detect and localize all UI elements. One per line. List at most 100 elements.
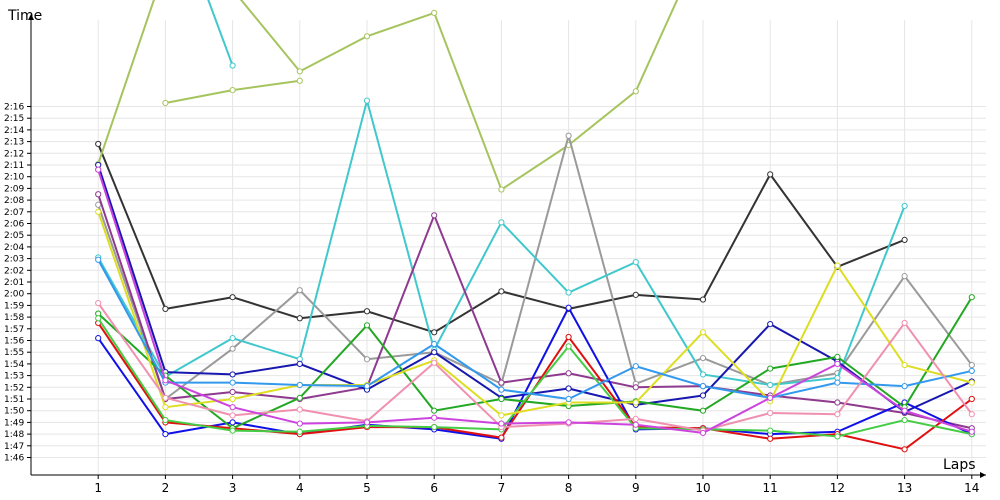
- data-point: [95, 299, 102, 307]
- y-tick-label: 2:03: [4, 255, 24, 265]
- y-tick-label: 1:53: [4, 372, 24, 382]
- data-point: [901, 202, 908, 210]
- data-point: [565, 333, 572, 341]
- y-tick-label: 2:13: [4, 138, 24, 148]
- y-tick-label: 2:09: [4, 184, 24, 194]
- data-point: [632, 415, 639, 422]
- data-point: [699, 354, 707, 362]
- data-point: [363, 308, 371, 315]
- series-line: [207, 0, 234, 66]
- y-tick-label: 2:10: [4, 173, 24, 183]
- data-point: [498, 288, 505, 295]
- x-tick-label: 13: [897, 481, 912, 495]
- data-point: [968, 361, 975, 369]
- x-tick-label: 6: [430, 481, 438, 495]
- data-point: [699, 383, 707, 390]
- series-line: [97, 134, 973, 400]
- series-6: [207, 0, 236, 69]
- data-point: [834, 262, 841, 269]
- data-point: [565, 370, 572, 377]
- data-point: [498, 395, 505, 403]
- series-line: [97, 211, 973, 417]
- data-point: [431, 329, 438, 336]
- y-axis-arrow: [28, 14, 34, 20]
- x-tick-label: 11: [763, 481, 778, 495]
- series-15: [95, 256, 975, 403]
- data-point: [699, 429, 707, 437]
- grid: [31, 20, 986, 475]
- data-point: [162, 305, 169, 313]
- data-point: [767, 409, 774, 417]
- data-point: [229, 419, 236, 426]
- data-point: [834, 353, 841, 360]
- data-point: [901, 236, 908, 243]
- data-point: [901, 319, 908, 327]
- axes: Time Laps: [7, 8, 986, 478]
- data-point: [431, 340, 438, 348]
- series-group: [95, 0, 975, 453]
- data-point: [901, 273, 908, 280]
- data-point: [95, 140, 102, 148]
- data-point: [95, 256, 102, 263]
- data-point: [498, 219, 505, 226]
- data-point: [834, 360, 841, 367]
- data-point: [767, 171, 774, 178]
- data-point: [632, 399, 639, 406]
- data-point: [363, 383, 371, 390]
- data-point: [565, 395, 572, 403]
- data-point: [162, 99, 169, 107]
- y-tick-label: 2:08: [4, 196, 24, 206]
- data-point: [296, 287, 303, 294]
- series-line: [97, 193, 973, 430]
- data-point: [431, 407, 438, 414]
- y-tick-label: 2:01: [4, 278, 24, 288]
- data-point: [699, 296, 707, 303]
- data-point: [498, 186, 505, 193]
- data-point: [632, 291, 639, 298]
- data-point: [431, 359, 438, 366]
- series-line: [97, 169, 973, 434]
- data-point: [901, 446, 908, 453]
- y-tick-label: 1:51: [4, 395, 24, 405]
- data-point: [968, 379, 975, 386]
- data-point: [699, 371, 707, 378]
- data-point: [363, 356, 371, 363]
- data-point: [968, 395, 975, 403]
- data-point: [565, 343, 572, 350]
- data-point: [431, 212, 438, 219]
- data-point: [296, 77, 303, 84]
- data-point: [498, 412, 505, 419]
- data-point: [565, 385, 572, 392]
- data-point: [632, 363, 639, 370]
- data-point: [95, 335, 102, 342]
- x-tick-label: 8: [565, 481, 573, 495]
- data-point: [229, 379, 236, 386]
- series-line: [97, 306, 973, 440]
- data-point: [767, 394, 774, 401]
- series-line: [97, 317, 973, 438]
- y-tick-label: 2:16: [4, 103, 24, 113]
- x-axis-arrow: [980, 472, 986, 478]
- data-point: [767, 381, 774, 389]
- data-point: [229, 427, 236, 434]
- y-tick-label: 1:54: [4, 360, 24, 370]
- y-tick-label: 2:02: [4, 266, 24, 276]
- data-point: [968, 294, 975, 301]
- x-tick-label: 1: [94, 481, 102, 495]
- y-tick-label: 1:50: [4, 407, 24, 417]
- data-point: [363, 322, 371, 329]
- data-point: [296, 381, 303, 389]
- x-tick-label: 4: [296, 481, 304, 495]
- data-point: [632, 421, 639, 428]
- data-point: [431, 414, 438, 421]
- data-point: [699, 392, 707, 399]
- data-point: [632, 384, 639, 391]
- data-point: [834, 379, 841, 386]
- data-point: [95, 166, 102, 173]
- y-tick-label: 1:59: [4, 301, 24, 311]
- ticks: 1 2 3 4 5 6 7 8 9 10 11 12 13 141:461:471:481:491:501…: [4, 103, 979, 496]
- data-point: [162, 394, 169, 401]
- x-tick-label: 3: [229, 481, 237, 495]
- data-point: [699, 329, 707, 336]
